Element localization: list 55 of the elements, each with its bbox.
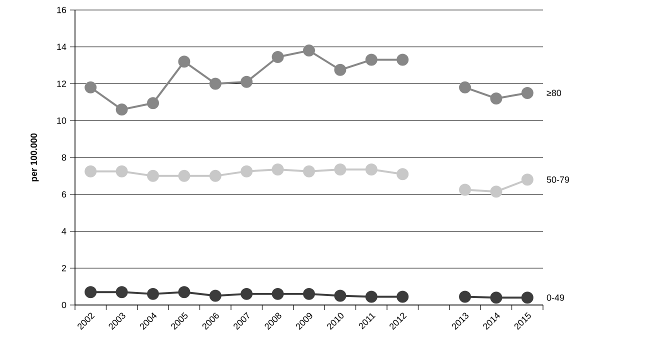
point (334, 64, 346, 76)
y-tick-label: 2 (62, 264, 66, 272)
y-tick-label: 10 (57, 117, 66, 124)
point (365, 54, 378, 66)
y-tick-label: 4 (62, 228, 66, 234)
point (178, 286, 190, 298)
point (396, 290, 409, 303)
y-tick-label: 8 (62, 154, 66, 161)
point (209, 78, 222, 90)
point (521, 174, 534, 186)
point (365, 290, 378, 303)
point (147, 288, 160, 300)
point (272, 51, 284, 64)
point (459, 184, 472, 196)
y-tick-label: 0 (62, 302, 66, 308)
point (178, 170, 190, 182)
point (303, 288, 316, 300)
point (334, 163, 346, 176)
point (116, 104, 128, 116)
point (459, 81, 472, 94)
point (116, 286, 128, 298)
y-tick-label: 6 (62, 191, 66, 198)
series-label: 0-49 (546, 294, 564, 301)
point (209, 290, 222, 302)
point (240, 288, 253, 300)
point (84, 165, 97, 178)
point (459, 290, 472, 303)
point (84, 286, 97, 298)
point (490, 92, 502, 104)
point (147, 97, 160, 110)
point (396, 54, 409, 66)
point (490, 292, 502, 304)
point (147, 170, 160, 182)
y-tick-label: 14 (57, 44, 66, 50)
y-tick-label: 12 (57, 80, 66, 87)
point (272, 163, 284, 176)
y-axis-title: per 100.000 (30, 133, 39, 182)
point (303, 44, 316, 57)
point (116, 165, 128, 178)
point (521, 86, 534, 99)
point (521, 292, 534, 304)
point (272, 288, 284, 300)
point (334, 290, 346, 302)
series-label: ≥80 (546, 90, 562, 96)
y-tick-label: 16 (57, 6, 66, 14)
point (178, 56, 190, 68)
series-label: 50-79 (546, 176, 570, 183)
point (303, 165, 316, 178)
point (240, 165, 253, 178)
point (365, 163, 378, 176)
point (84, 81, 97, 94)
point (490, 186, 502, 198)
point (396, 168, 409, 180)
point (240, 76, 253, 88)
point (209, 170, 222, 182)
